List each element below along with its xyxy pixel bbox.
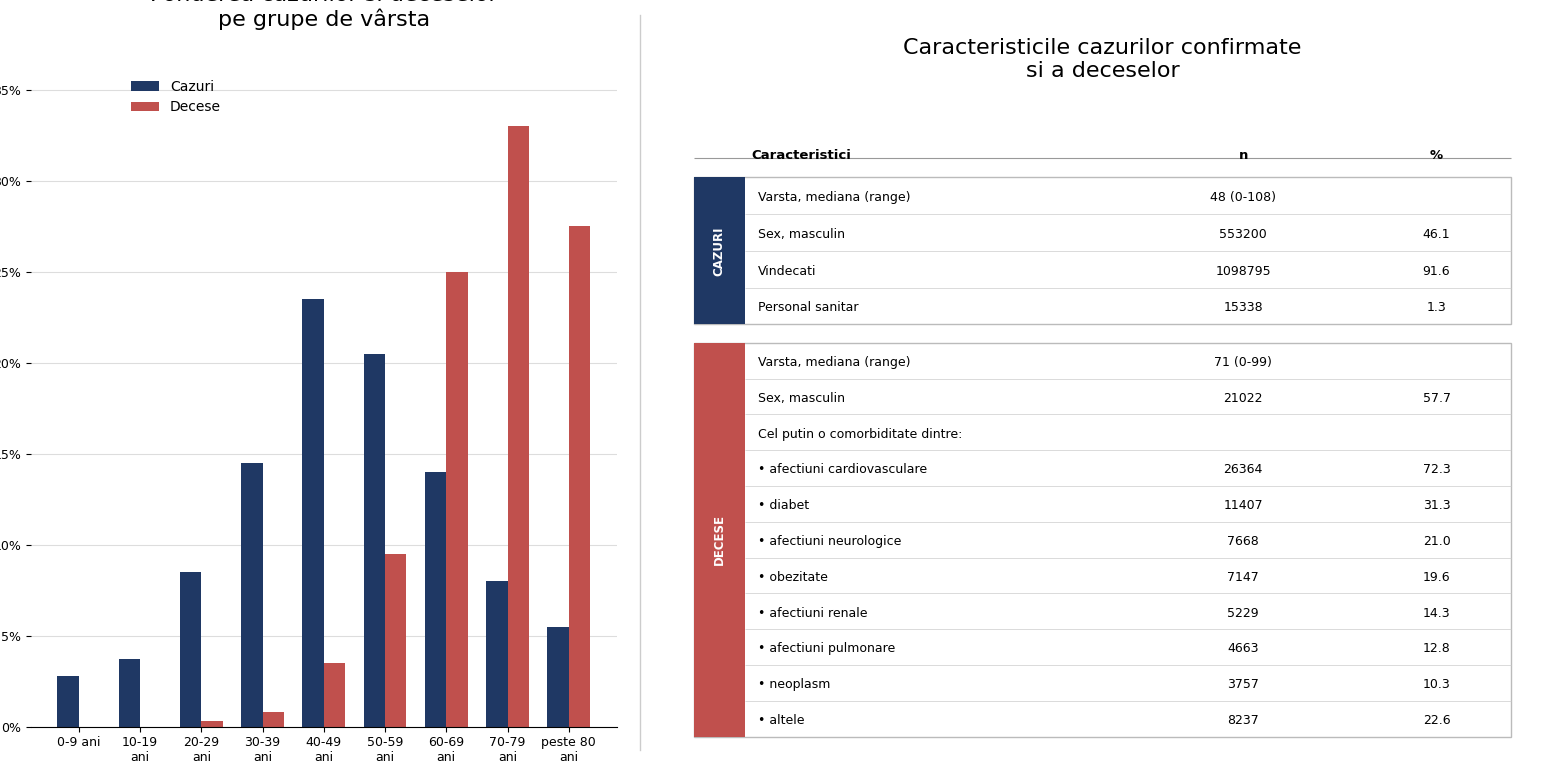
Bar xyxy=(119,659,140,727)
Text: Caracteristicile cazurilor confirmate
si a deceselor: Caracteristicile cazurilor confirmate si… xyxy=(904,38,1301,81)
Text: 19.6: 19.6 xyxy=(1423,571,1451,584)
Bar xyxy=(426,472,446,727)
Text: • diabet: • diabet xyxy=(759,499,810,512)
Text: 12.8: 12.8 xyxy=(1423,643,1451,656)
Text: %: % xyxy=(1429,149,1443,162)
Text: Sex, masculin: Sex, masculin xyxy=(759,392,845,405)
Bar xyxy=(507,126,529,727)
Text: 7147: 7147 xyxy=(1227,571,1258,584)
Text: 57.7: 57.7 xyxy=(1423,392,1451,405)
Text: 3757: 3757 xyxy=(1227,678,1260,691)
FancyBboxPatch shape xyxy=(694,177,745,324)
Legend: Cazuri, Decese: Cazuri, Decese xyxy=(126,74,227,120)
Text: 4663: 4663 xyxy=(1227,643,1258,656)
Text: 11407: 11407 xyxy=(1223,499,1263,512)
Text: 21.0: 21.0 xyxy=(1423,535,1451,548)
Bar xyxy=(446,272,467,727)
Text: Caracteristici: Caracteristici xyxy=(751,149,851,162)
Bar xyxy=(486,581,507,727)
Text: • afectiuni neurologice: • afectiuni neurologice xyxy=(759,535,902,548)
Bar xyxy=(569,226,591,727)
Bar xyxy=(364,353,386,727)
Bar xyxy=(386,554,407,727)
FancyBboxPatch shape xyxy=(694,343,1511,737)
Bar xyxy=(57,675,79,727)
Bar xyxy=(547,627,569,727)
Text: • afectiuni renale: • afectiuni renale xyxy=(759,607,868,620)
FancyBboxPatch shape xyxy=(694,177,1511,324)
Text: • neoplasm: • neoplasm xyxy=(759,678,830,691)
Text: Varsta, mediana (range): Varsta, mediana (range) xyxy=(759,356,910,369)
Text: • afectiuni cardiovasculare: • afectiuni cardiovasculare xyxy=(759,464,927,477)
FancyBboxPatch shape xyxy=(694,343,745,737)
Text: Vindecati: Vindecati xyxy=(759,265,816,278)
Text: 91.6: 91.6 xyxy=(1423,265,1451,278)
Text: 553200: 553200 xyxy=(1220,228,1268,241)
Text: 8237: 8237 xyxy=(1227,714,1258,727)
Text: 72.3: 72.3 xyxy=(1423,464,1451,477)
Text: 1098795: 1098795 xyxy=(1215,265,1271,278)
Text: • altele: • altele xyxy=(759,714,805,727)
Text: Varsta, mediana (range): Varsta, mediana (range) xyxy=(759,191,910,204)
Bar xyxy=(302,299,324,727)
Bar xyxy=(262,712,284,727)
Text: DECESE: DECESE xyxy=(712,514,726,565)
Text: 1.3: 1.3 xyxy=(1426,301,1446,314)
Bar xyxy=(324,663,345,727)
Text: Personal sanitar: Personal sanitar xyxy=(759,301,859,314)
Text: 5229: 5229 xyxy=(1227,607,1258,620)
Bar xyxy=(180,572,202,727)
Text: 31.3: 31.3 xyxy=(1423,499,1451,512)
Text: 14.3: 14.3 xyxy=(1423,607,1451,620)
Text: • obezitate: • obezitate xyxy=(759,571,828,584)
Text: 7668: 7668 xyxy=(1227,535,1258,548)
Text: • afectiuni pulmonare: • afectiuni pulmonare xyxy=(759,643,896,656)
Text: 10.3: 10.3 xyxy=(1423,678,1451,691)
Bar xyxy=(241,463,262,727)
Text: CAZURI: CAZURI xyxy=(712,226,726,275)
Text: 15338: 15338 xyxy=(1223,301,1263,314)
Text: 21022: 21022 xyxy=(1223,392,1263,405)
Title: Ponderea cazurilor si deceselor
pe grupe de vârsta: Ponderea cazurilor si deceselor pe grupe… xyxy=(150,0,498,30)
Text: 46.1: 46.1 xyxy=(1423,228,1451,241)
Text: 26364: 26364 xyxy=(1223,464,1263,477)
Text: Cel putin o comorbiditate dintre:: Cel putin o comorbiditate dintre: xyxy=(759,428,962,441)
Text: n: n xyxy=(1238,149,1247,162)
Bar xyxy=(202,721,222,727)
Text: Sex, masculin: Sex, masculin xyxy=(759,228,845,241)
Text: 22.6: 22.6 xyxy=(1423,714,1451,727)
Text: 48 (0-108): 48 (0-108) xyxy=(1210,191,1277,204)
Text: 71 (0-99): 71 (0-99) xyxy=(1214,356,1272,369)
